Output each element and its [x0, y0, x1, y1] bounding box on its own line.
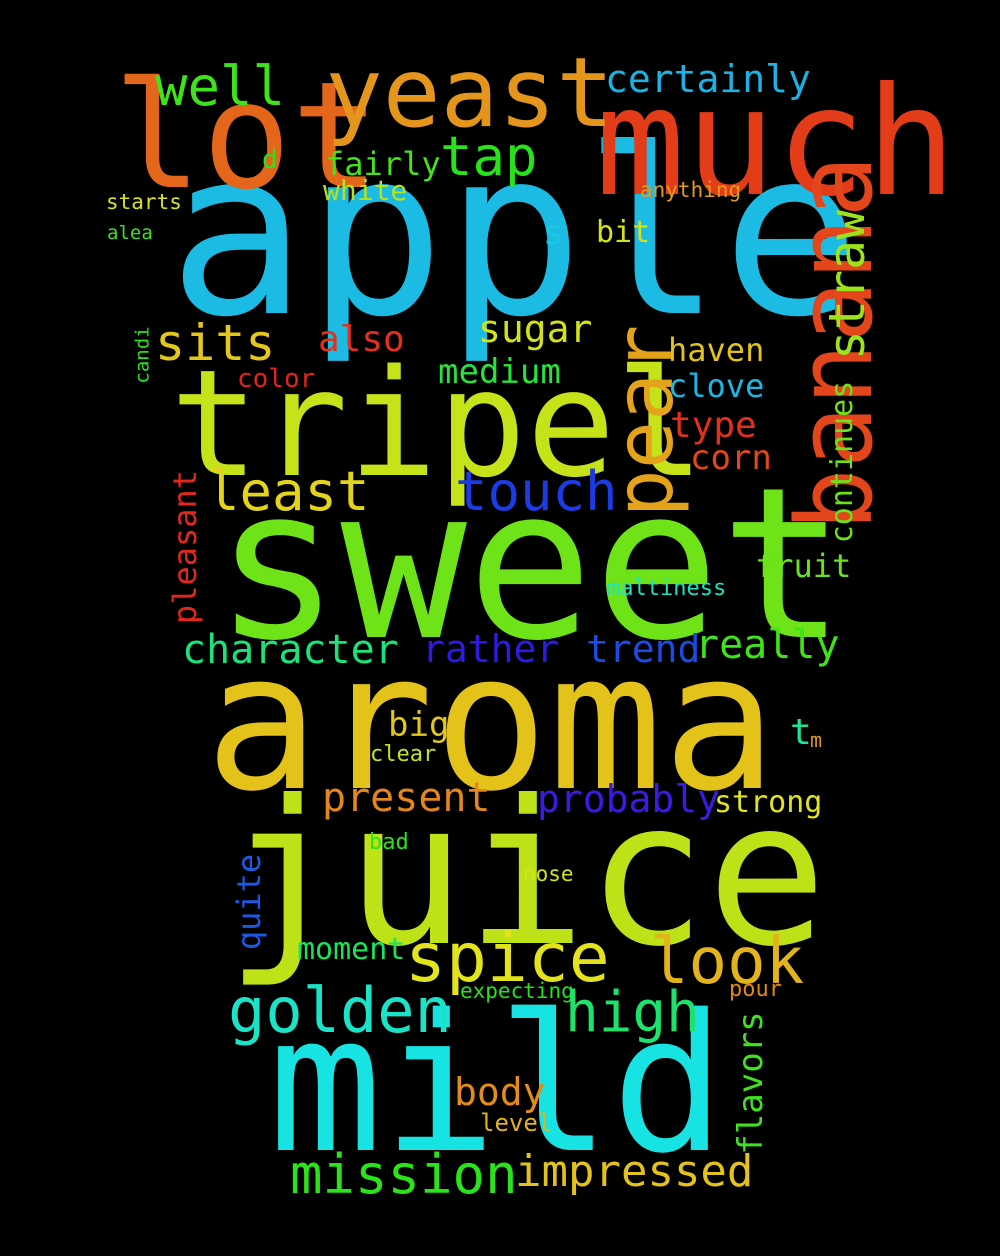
word-spice: spice — [405, 919, 610, 998]
word-white: white — [323, 174, 408, 207]
word-body: body — [454, 1070, 546, 1114]
word-color: color — [237, 364, 316, 394]
word-straw: straw — [818, 209, 876, 361]
word-yeast: yeast — [325, 37, 614, 149]
word-level: level — [480, 1109, 553, 1137]
word-trend: trend — [586, 627, 701, 671]
word-tap: tap — [440, 125, 538, 188]
word-nose: nose — [523, 862, 574, 886]
word-character: character — [182, 627, 399, 673]
word-flavors: flavors — [731, 1011, 771, 1155]
word-also: also — [318, 319, 405, 360]
word-t: t — [790, 712, 812, 753]
word-clear: clear — [370, 742, 437, 767]
word-golden: golden — [228, 974, 452, 1047]
word-corn: corn — [690, 438, 772, 478]
word-juice: juice — [225, 758, 828, 991]
word-really: really — [695, 622, 840, 668]
word-expecting: expecting — [460, 979, 574, 1003]
word-high: high — [565, 980, 700, 1045]
word-starts: starts — [106, 190, 182, 214]
word-fruit: fruit — [755, 547, 852, 585]
word-pour: pour — [729, 977, 782, 1002]
word-strong: strong — [714, 785, 823, 820]
word-moment: moment — [297, 932, 406, 967]
word-clove: clove — [668, 367, 765, 405]
word-least: least — [207, 460, 370, 523]
word-well: well — [155, 55, 286, 118]
word-look: look — [650, 925, 805, 999]
word-candi: candi — [131, 326, 154, 384]
word-alea: alea — [107, 222, 153, 244]
word-continues: continues — [825, 380, 860, 544]
word-type: type — [670, 405, 757, 446]
word-maltiness: maltiness — [607, 576, 727, 601]
word-mild: mild — [268, 974, 726, 1195]
word-probably: probably — [537, 777, 721, 821]
word-m: m — [810, 728, 823, 752]
word-sugar: sugar — [478, 307, 593, 351]
word-bit: bit — [596, 215, 651, 250]
word-big: big — [388, 705, 450, 745]
word-haven: haven — [668, 331, 765, 369]
word-apple: apple — [168, 101, 861, 368]
word-rather: rather — [422, 627, 560, 671]
word-anything: anything — [640, 178, 742, 202]
word-mission: mission — [290, 1143, 518, 1206]
word-sweet: sweet — [214, 442, 847, 687]
word-aroma: aroma — [205, 612, 777, 833]
word-tripel: tripel — [170, 338, 705, 510]
word-impressed: impressed — [515, 1146, 754, 1197]
word-quite: quite — [230, 853, 268, 951]
word-certainly: certainly — [605, 57, 811, 101]
word-bad: bad — [369, 830, 409, 855]
word-present: present — [322, 775, 491, 821]
word-touch: touch — [455, 460, 618, 523]
word-much: much — [595, 56, 957, 230]
word-medium: medium — [438, 352, 561, 392]
word-pleasant: pleasant — [166, 469, 204, 625]
word-fairly: fairly — [325, 145, 441, 183]
word-sits: sits — [155, 314, 276, 372]
word-d: d — [262, 145, 278, 175]
word-s: s — [543, 213, 564, 253]
word-lot: lot — [113, 50, 381, 222]
